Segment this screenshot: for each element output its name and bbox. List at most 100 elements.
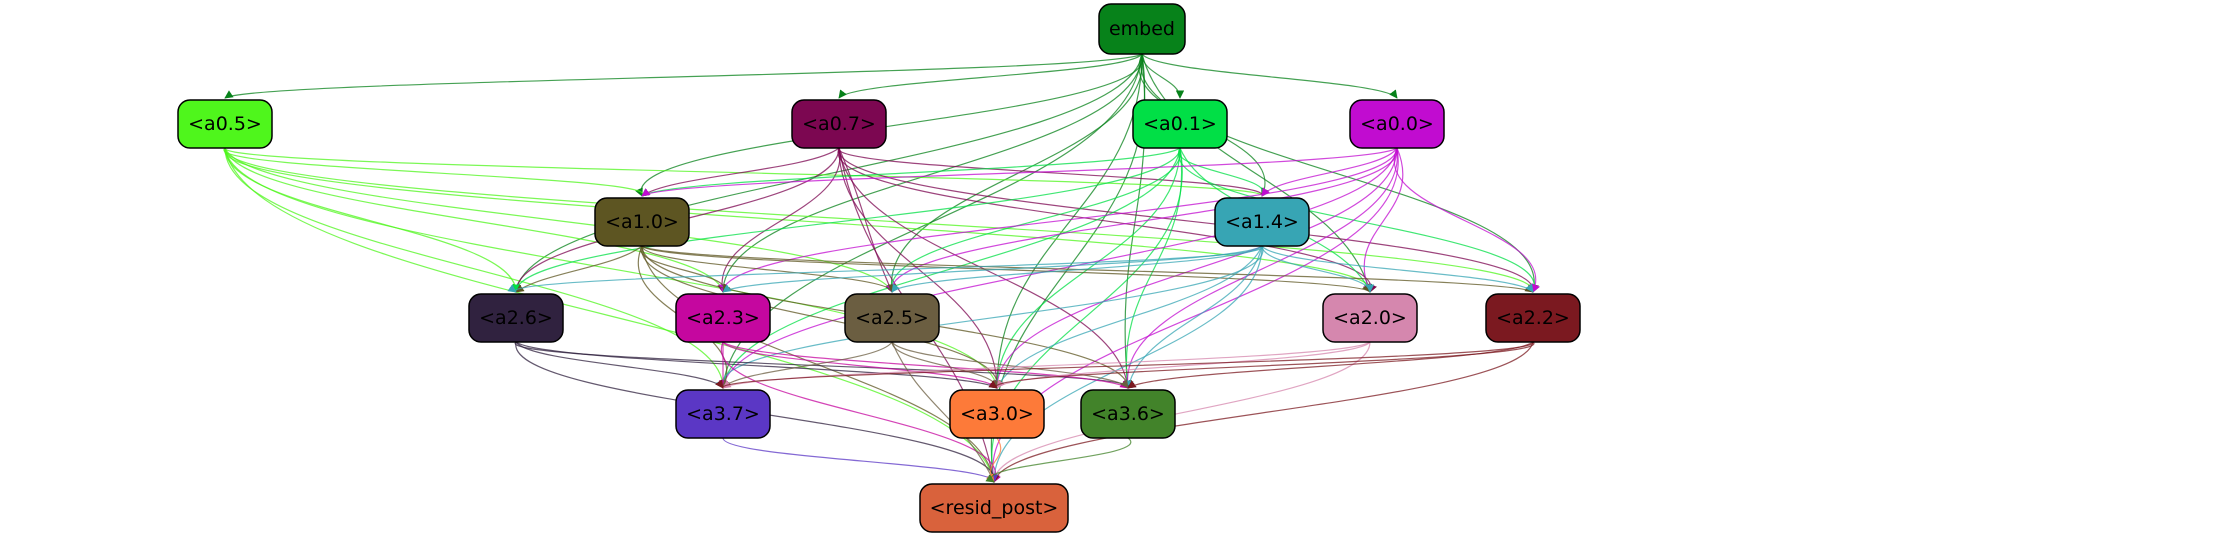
edge-a0-7-to-a1-0 [641, 147, 840, 197]
edge-a0-5-to-a2-3 [224, 147, 726, 293]
node-box-a3-7 [675, 389, 771, 439]
edge-a0-0-to-a2-3 [718, 147, 1398, 293]
node-a0-0[interactable]: <a0.0> [1349, 99, 1445, 149]
edge-a0-0-to-a2-0 [1363, 147, 1404, 293]
node-label-a3-0: <a3.0> [960, 403, 1034, 425]
node-a1-4[interactable]: <a1.4> [1214, 197, 1310, 247]
edge-a2-3-to-resid-post [720, 341, 1001, 483]
edge-a0-0-to-a3-0 [992, 147, 1398, 389]
edge-a3-6-to-resid-post [985, 437, 1132, 483]
edge-a2-5-to-a3-6 [891, 341, 1129, 389]
edge-a0-7-to-a1-4 [838, 147, 1270, 197]
node-label-embed: embed [1109, 18, 1175, 40]
edge-a0-5-to-a2-5 [224, 147, 893, 293]
edge-a0-0-to-a3-6 [1122, 147, 1398, 389]
node-label-a2-6: <a2.6> [479, 307, 553, 329]
node-a0-7[interactable]: <a0.7> [791, 99, 887, 149]
node-a3-7[interactable]: <a3.7> [675, 389, 771, 439]
node-a3-0[interactable]: <a3.0> [949, 389, 1045, 439]
edge-layer [223, 53, 1540, 483]
node-box-a0-5 [177, 99, 273, 149]
edge-a1-4-to-resid-post [989, 245, 1263, 483]
node-a2-3[interactable]: <a2.3> [675, 293, 771, 343]
node-box-embed [1098, 3, 1186, 55]
edge-a2-5-to-a3-7 [722, 341, 893, 389]
edge-embed-to-a0-1 [1141, 53, 1185, 99]
edge-a2-6-to-a3-6 [514, 341, 1137, 389]
edge-a0-1-to-a2-2 [1178, 147, 1540, 293]
edge-a0-5-to-a3-0 [224, 147, 1001, 389]
edge-a0-7-to-a2-0 [837, 147, 1377, 293]
edge-a0-0-to-a3-7 [719, 147, 1398, 389]
edge-a2-2-to-resid-post [991, 341, 1534, 483]
edge-a1-0-to-a2-5 [641, 245, 897, 293]
node-box-a2-0 [1322, 293, 1418, 343]
edge-embed-to-a3-0 [992, 53, 1143, 389]
node-label-a2-5: <a2.5> [855, 307, 929, 329]
edge-a1-4-to-a2-5 [891, 245, 1263, 293]
node-embed[interactable]: embed [1098, 3, 1186, 55]
edge-embed-to-a2-5 [886, 53, 1143, 293]
node-box-a2-3 [675, 293, 771, 343]
node-box-a2-6 [468, 293, 564, 343]
edge-a0-5-to-a2-6 [224, 147, 521, 293]
node-label-a0-7: <a0.7> [802, 113, 876, 135]
edge-a0-7-to-a2-2 [838, 147, 1539, 293]
node-resid-post[interactable]: <resid_post> [919, 483, 1069, 533]
edge-a0-1-to-a3-7 [719, 147, 1181, 389]
node-a3-6[interactable]: <a3.6> [1080, 389, 1176, 439]
node-box-a3-6 [1080, 389, 1176, 439]
node-box-a0-1 [1132, 99, 1228, 149]
node-label-a0-1: <a0.1> [1143, 113, 1217, 135]
edge-a1-4-to-a3-6 [1125, 245, 1263, 389]
edge-a2-3-to-a3-6 [722, 341, 1129, 389]
edge-a3-7-to-resid-post [722, 437, 999, 483]
node-box-a2-5 [844, 293, 940, 343]
node-a2-6[interactable]: <a2.6> [468, 293, 564, 343]
edge-a2-2-to-a3-7 [715, 341, 1534, 389]
node-a0-5[interactable]: <a0.5> [177, 99, 273, 149]
node-label-a2-0: <a2.0> [1333, 307, 1407, 329]
node-label-resid-post: <resid_post> [930, 497, 1059, 519]
node-a1-0[interactable]: <a1.0> [594, 197, 690, 247]
node-a2-2[interactable]: <a2.2> [1485, 293, 1581, 343]
edge-a2-5-to-resid-post [891, 341, 995, 483]
node-label-a3-6: <a3.6> [1091, 403, 1165, 425]
node-box-a3-0 [949, 389, 1045, 439]
edge-a2-6-to-a3-0 [515, 341, 998, 389]
node-box-resid-post [919, 483, 1069, 533]
node-a2-5[interactable]: <a2.5> [844, 293, 940, 343]
node-a0-1[interactable]: <a0.1> [1132, 99, 1228, 149]
edge-a2-3-to-a3-0 [722, 341, 998, 389]
edge-embed-to-a2-3 [718, 53, 1143, 293]
node-label-a1-4: <a1.4> [1225, 211, 1299, 233]
edge-a1-0-to-a2-6 [515, 245, 643, 293]
node-box-a0-7 [791, 99, 887, 149]
edge-embed-to-a0-0 [1141, 53, 1398, 99]
node-layer: embed <a0.5> <a0.7> <a0.1> <a0.0> <a1.0> <a1.4… [177, 3, 1581, 533]
edge-a0-0-to-a2-2 [1393, 147, 1540, 293]
edge-a1-0-to-resid-post [641, 245, 998, 483]
edge-a2-6-to-a3-7 [515, 341, 724, 389]
edge-a0-0-to-a2-5 [886, 147, 1398, 293]
edge-a2-2-to-a3-6 [1127, 341, 1534, 389]
edge-embed-to-a0-7 [838, 53, 1143, 99]
edge-a0-0-to-a1-0 [641, 147, 1398, 197]
edge-a1-4-to-a3-0 [996, 245, 1263, 389]
node-label-a2-2: <a2.2> [1496, 307, 1570, 329]
edge-a0-5-to-resid-post [224, 147, 997, 483]
node-box-a0-0 [1349, 99, 1445, 149]
edge-a0-1-to-a2-6 [511, 147, 1181, 293]
edge-embed-to-a1-0 [635, 53, 1144, 197]
node-box-a1-0 [594, 197, 690, 247]
node-label-a2-3: <a2.3> [686, 307, 760, 329]
edge-a0-1-to-a1-0 [641, 147, 1181, 197]
edge-a1-0-to-a3-0 [641, 245, 1003, 389]
edge-a1-4-to-a2-0 [1261, 245, 1375, 293]
edge-a0-5-to-a3-7 [224, 147, 728, 389]
node-label-a1-0: <a1.0> [605, 211, 679, 233]
edge-embed-to-a0-5 [224, 53, 1143, 99]
node-label-a3-7: <a3.7> [686, 403, 760, 425]
node-a2-0[interactable]: <a2.0> [1322, 293, 1418, 343]
